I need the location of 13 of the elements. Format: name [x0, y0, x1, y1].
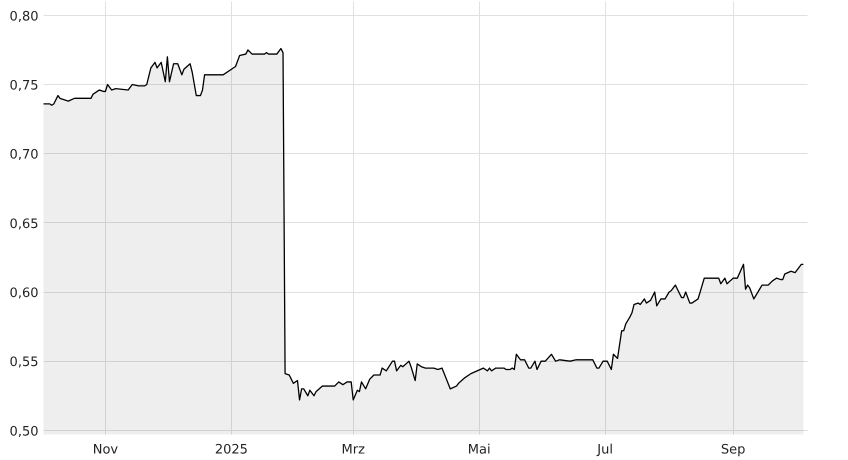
- x-tick-label: Nov: [92, 442, 118, 458]
- y-tick-label: 0,65: [10, 216, 39, 232]
- y-tick-label: 0,75: [10, 78, 39, 94]
- x-tick-label: Sep: [720, 442, 746, 458]
- x-tick-label: Mrz: [342, 442, 366, 458]
- x-tick-label: 2025: [214, 442, 248, 458]
- y-tick-label: 0,70: [10, 148, 39, 163]
- y-tick-label: 0,50: [10, 424, 39, 440]
- y-tick-label: 0,80: [10, 9, 39, 24]
- y-tick-label: 0,60: [10, 286, 39, 302]
- x-tick-label: Mai: [468, 442, 491, 458]
- x-tick-label: Jul: [596, 442, 613, 458]
- y-tick-label: 0,55: [10, 355, 39, 370]
